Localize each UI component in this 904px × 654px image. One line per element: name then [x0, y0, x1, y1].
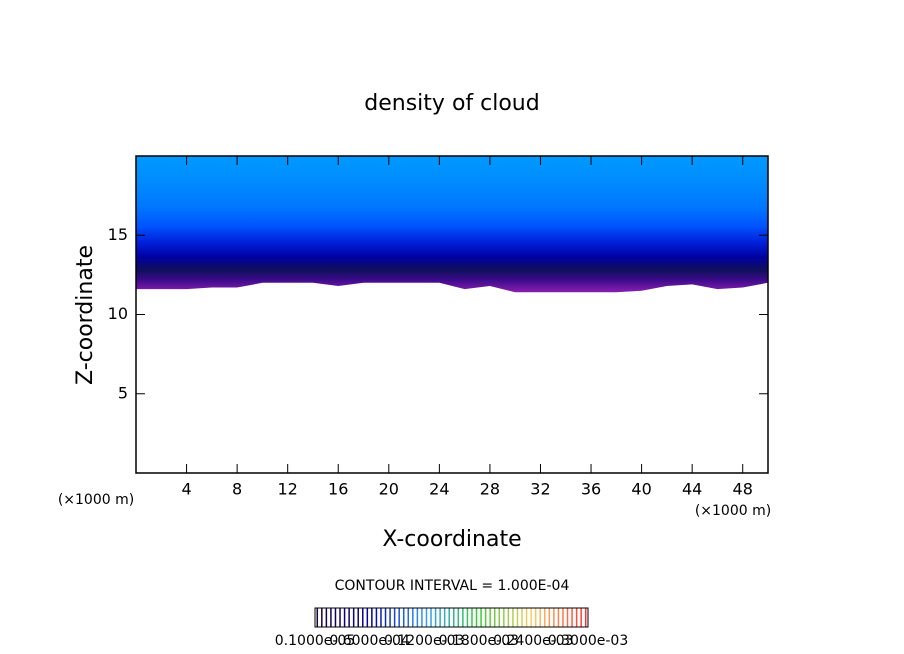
colorbar-label: 0.1800e-03 — [439, 633, 519, 649]
annotation: CONTOUR INTERVAL = 1.000E-04 — [335, 578, 570, 594]
colorbar-label: 0.2400e-03 — [493, 633, 573, 649]
y-unit: (×1000 m) — [58, 492, 134, 508]
x-tick-label: 4 — [181, 480, 191, 499]
colorbar-label: 0.1200e-03 — [384, 633, 464, 649]
chart-title: density of cloud — [364, 91, 539, 116]
y-axis-label: Z-coordinate — [73, 245, 98, 385]
y-tick-label: 10 — [108, 304, 128, 323]
x-tick-label: 32 — [530, 480, 550, 499]
x-tick-label: 12 — [278, 480, 298, 499]
colorbar-label: 0.3000e-03 — [548, 633, 628, 649]
colorbar-label: 0.1000e-05 — [275, 633, 355, 649]
x-tick-label: 36 — [581, 480, 601, 499]
x-tick-label: 24 — [429, 480, 449, 499]
x-tick-label: 48 — [733, 480, 753, 499]
x-tick-label: 40 — [631, 480, 651, 499]
x-tick-label: 16 — [328, 480, 348, 499]
y-tick-label: 5 — [118, 383, 128, 402]
x-unit: (×1000 m) — [695, 503, 771, 519]
cloud-field — [136, 156, 768, 293]
x-tick-label: 20 — [379, 480, 399, 499]
x-axis-label: X-coordinate — [382, 527, 521, 552]
x-tick-label: 8 — [232, 480, 242, 499]
x-tick-label: 44 — [682, 480, 702, 499]
y-tick-label: 15 — [108, 225, 128, 244]
colorbar-frame — [314, 607, 589, 628]
x-tick-label: 28 — [480, 480, 500, 499]
colorbar-label: 0.6000e-04 — [329, 633, 410, 649]
